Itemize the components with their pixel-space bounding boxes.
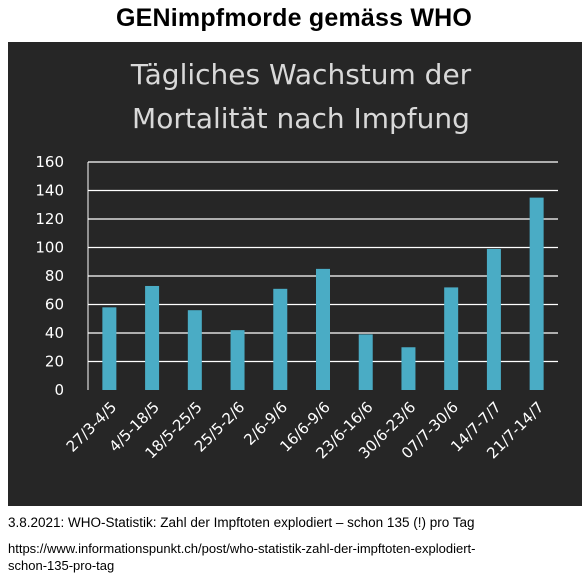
bar xyxy=(486,248,501,390)
bar xyxy=(102,307,117,390)
y-tick-label: 80 xyxy=(45,267,64,285)
y-tick-label: 100 xyxy=(35,239,64,257)
chart-panel: Tägliches Wachstum der Mortalität nach I… xyxy=(8,42,582,506)
bar xyxy=(187,310,202,390)
caption: 3.8.2021: WHO-Statistik: Zahl der Impfto… xyxy=(8,515,475,530)
y-tick-label: 40 xyxy=(45,324,64,342)
y-tick-label: 160 xyxy=(35,153,64,171)
chart-title-line-1: Tägliches Wachstum der xyxy=(130,58,472,91)
y-tick-label: 140 xyxy=(35,182,64,200)
bar xyxy=(145,285,160,390)
bar xyxy=(230,330,245,390)
chart-title-line-2: Mortalität nach Impfung xyxy=(132,102,470,135)
bar-chart: Tägliches Wachstum der Mortalität nach I… xyxy=(35,58,558,462)
bar xyxy=(273,288,288,390)
bar xyxy=(444,287,459,390)
y-tick-label: 60 xyxy=(45,296,64,314)
source-url[interactable]: https://www.informationspunkt.ch/post/wh… xyxy=(8,540,584,574)
bar xyxy=(316,268,330,390)
source-url-line-1: https://www.informationspunkt.ch/post/wh… xyxy=(8,541,476,556)
page-title: GENimpfmorde gemäss WHO xyxy=(115,4,473,32)
y-tick-label: 20 xyxy=(45,353,64,371)
bar xyxy=(358,334,373,390)
source-url-line-2: schon-135-pro-tag xyxy=(8,558,115,573)
bar xyxy=(401,347,416,390)
y-tick-label: 120 xyxy=(35,210,64,228)
bar xyxy=(529,197,544,390)
y-tick-label: 0 xyxy=(54,381,64,399)
